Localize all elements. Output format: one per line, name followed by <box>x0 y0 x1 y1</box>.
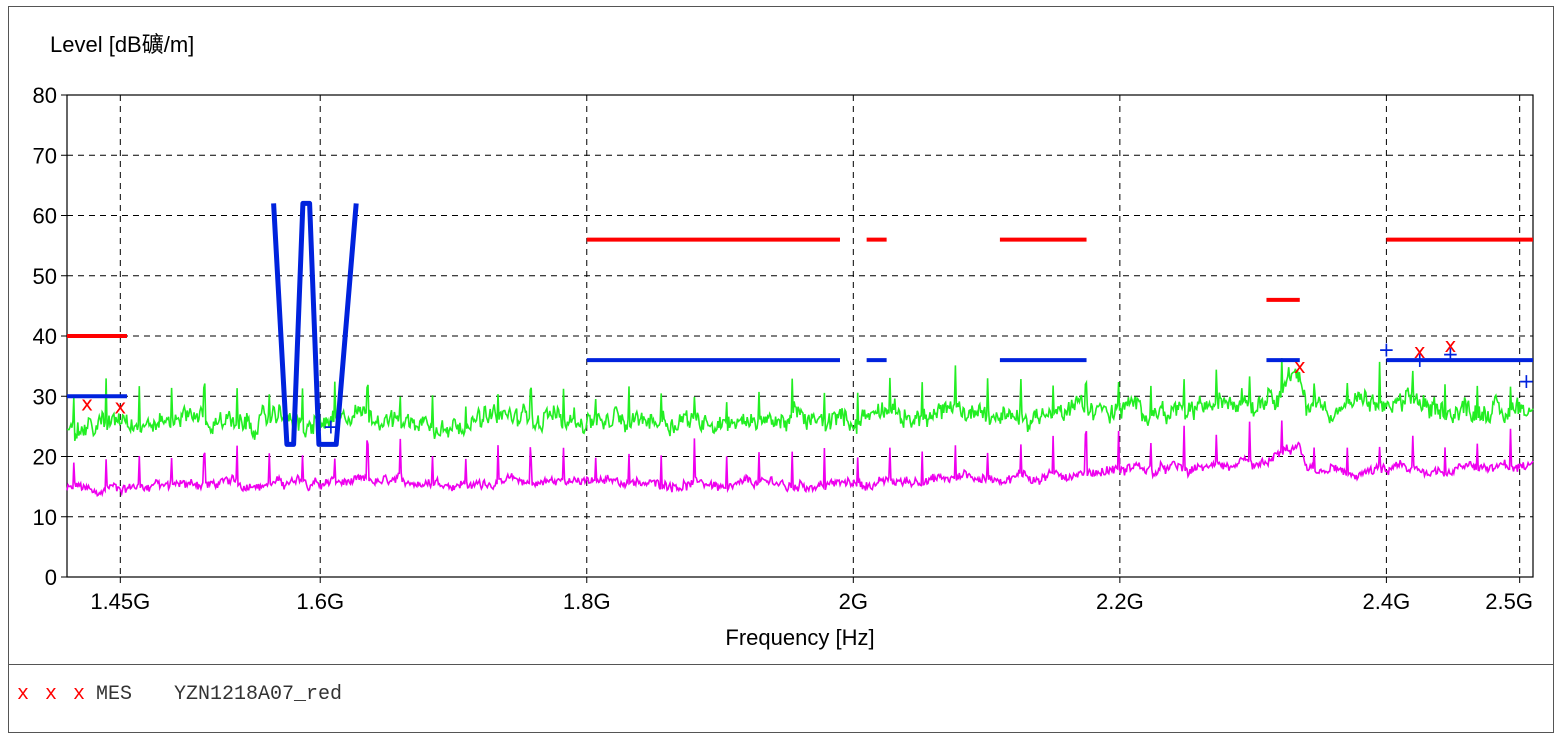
measurement-plus-mark: + <box>1518 369 1535 393</box>
legend-label: MES <box>96 683 133 706</box>
legend-x-marks: x x x <box>17 683 88 706</box>
y-tick-label: 70 <box>33 143 57 168</box>
measurement-x-mark: x <box>1414 339 1426 363</box>
peak-trace <box>66 357 1534 442</box>
grid <box>61 94 1534 583</box>
y-tick-label: 80 <box>33 83 57 108</box>
measurement-plus-mark: + <box>1378 337 1395 361</box>
measurement-x-mark: x <box>1294 354 1306 378</box>
x-tick-label: 1.8G <box>563 589 611 614</box>
x-tick-label: 1.6G <box>296 589 344 614</box>
x-tick-label: 1.45G <box>90 589 150 614</box>
measurement-plus-mark: + <box>322 414 339 438</box>
y-tick-label: 0 <box>45 565 57 590</box>
tick-labels: 0 10 20 30 40 50 60 70 80 1.45G 1.6G 1.8G 2G 2.2G 2.4G… <box>33 83 1533 614</box>
traces <box>66 357 1534 498</box>
limit-lines <box>67 200 1533 447</box>
measurement-plus-mark: + <box>1442 342 1459 366</box>
x-tick-label: 2.5G <box>1485 589 1533 614</box>
x-tick-label: 2.2G <box>1096 589 1144 614</box>
x-axis-label: Frequency [Hz] <box>725 625 874 650</box>
measurement-x-mark: x <box>1444 333 1456 357</box>
measurement-marks: x xxx x++ + ++ <box>81 333 1535 438</box>
legend: x x x MES YZN1218A07_red <box>8 664 1554 733</box>
chart-frame <box>8 6 1554 733</box>
average-trace <box>66 420 1534 498</box>
y-axis-label: Level [dB礦/m] <box>50 32 194 57</box>
measurement-x-mark: x <box>81 391 93 415</box>
x-tick-label: 2G <box>839 589 868 614</box>
y-tick-label: 10 <box>33 505 57 530</box>
y-tick-label: 30 <box>33 384 57 409</box>
y-tick-label: 20 <box>33 445 57 470</box>
x-tick-label: 2.4G <box>1363 589 1411 614</box>
measurement-x-mark: x <box>114 394 126 418</box>
measurement-plus-mark: + <box>1411 348 1428 372</box>
y-tick-label: 50 <box>33 264 57 289</box>
limit-notch-blue <box>271 200 359 447</box>
y-tick-label: 40 <box>33 324 57 349</box>
y-tick-label: 60 <box>33 204 57 229</box>
legend-series-name: YZN1218A07_red <box>174 683 343 706</box>
